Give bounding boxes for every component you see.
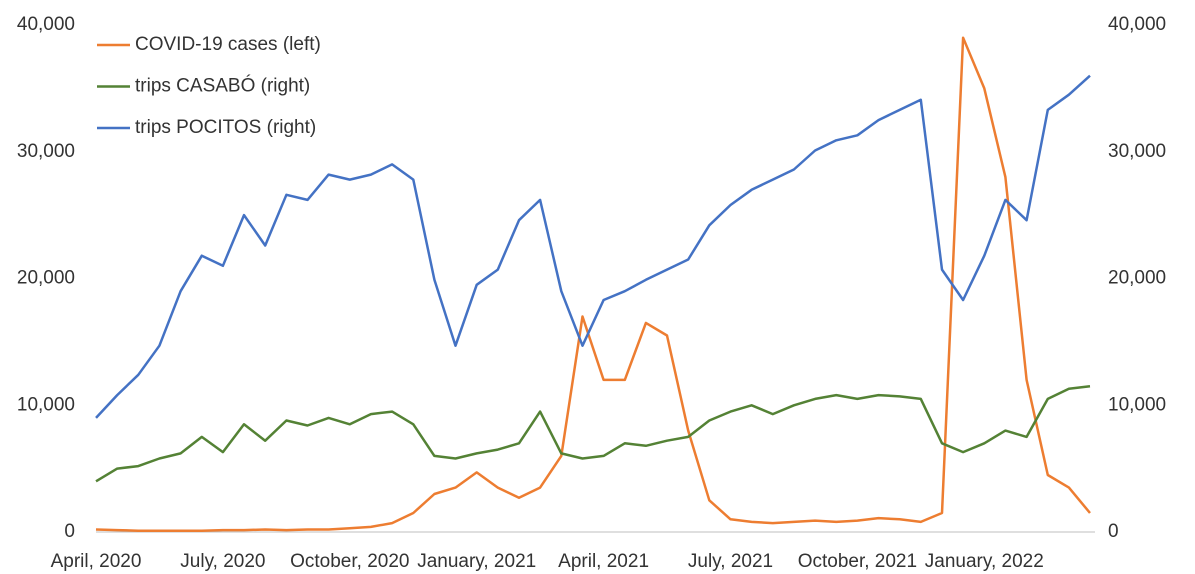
y-tick-label: 20,000 [17, 268, 75, 289]
legend-label: COVID-19 cases (left) [135, 34, 321, 55]
series-line [95, 384, 1091, 483]
y-tick-label: 10,000 [17, 394, 75, 415]
y2-tick-label: 20,000 [1108, 268, 1166, 289]
x-tick-label: October, 2020 [290, 551, 409, 572]
x-tick-label: April, 2020 [51, 551, 142, 572]
x-tick-label: October, 2021 [798, 551, 917, 572]
y2-tick-label: 30,000 [1108, 141, 1166, 162]
y-tick-label: 40,000 [17, 14, 75, 35]
legend-label: trips POCITOS (right) [135, 117, 316, 138]
x-tick-label: January, 2021 [417, 551, 536, 572]
x-tick-label: July, 2020 [180, 551, 265, 572]
y2-tick-label: 10,000 [1108, 394, 1166, 415]
x-tick-label: April, 2021 [558, 551, 649, 572]
x-tick-label: January, 2022 [925, 551, 1044, 572]
y-tick-label: 0 [64, 521, 75, 542]
y2-tick-label: 0 [1108, 521, 1119, 542]
y-tick-label: 30,000 [17, 141, 75, 162]
y2-tick-label: 40,000 [1108, 14, 1166, 35]
series-line [95, 36, 1091, 532]
legend-label: trips CASABÓ (right) [135, 75, 310, 97]
series-line [95, 74, 1091, 419]
x-tick-label: July, 2021 [688, 551, 773, 572]
